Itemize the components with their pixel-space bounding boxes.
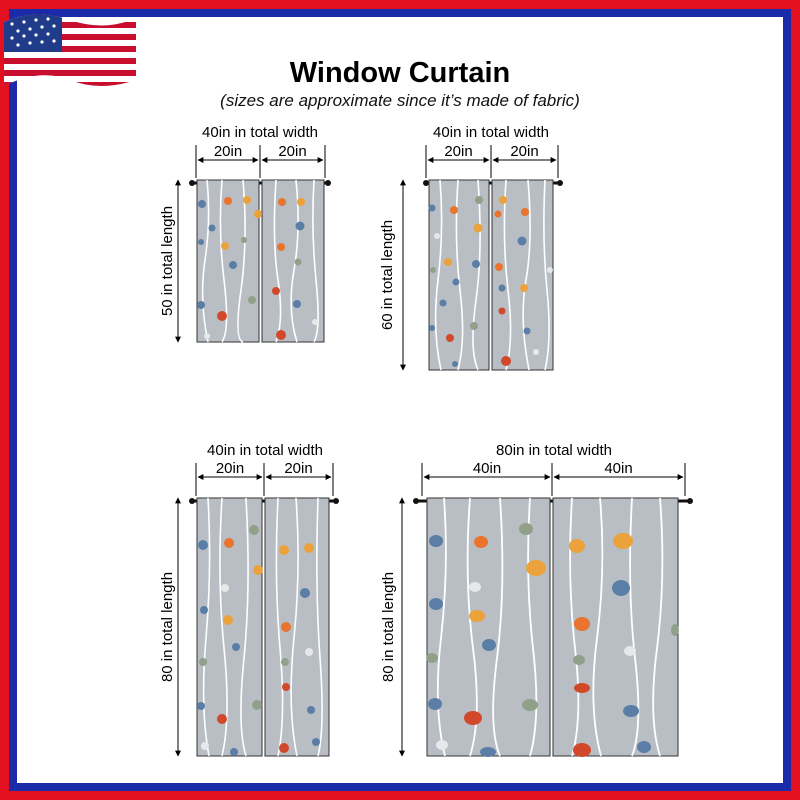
total-length-label: 60 in total length [379,219,396,331]
american-flag-icon [4,14,136,86]
panel-width-label: 20in [278,143,307,160]
panel-width-label: 20in [510,143,539,160]
total-length-label: 80 in total length [159,571,176,683]
total-width-label: 40in in total width [433,124,549,141]
curtain-60in [423,179,563,371]
panel-width-label: 20in [444,143,473,160]
page-subtitle: (sizes are approximate since it’s made o… [220,91,580,110]
total-width-label: 40in in total width [202,124,318,141]
curtain-50in [189,179,331,343]
total-width-label: 80in in total width [496,442,612,459]
total-length-label: 80 in total length [380,571,397,683]
panel-width-label: 20in [215,460,245,477]
total-width-label: 40in in total width [207,442,323,459]
total-length-label: 50 in total length [159,205,176,317]
curtain-80in-narrow [189,497,339,757]
panel-width-label: 40in [604,460,633,477]
dimension-lines [175,145,686,757]
panel-width-label: 20in [213,143,243,160]
panel-width-label: 40in [472,460,502,477]
curtain-80in-wide [413,497,693,757]
page-title: Window Curtain [289,57,511,89]
panel-width-label: 20in [284,460,313,477]
inner-frame [9,9,791,791]
